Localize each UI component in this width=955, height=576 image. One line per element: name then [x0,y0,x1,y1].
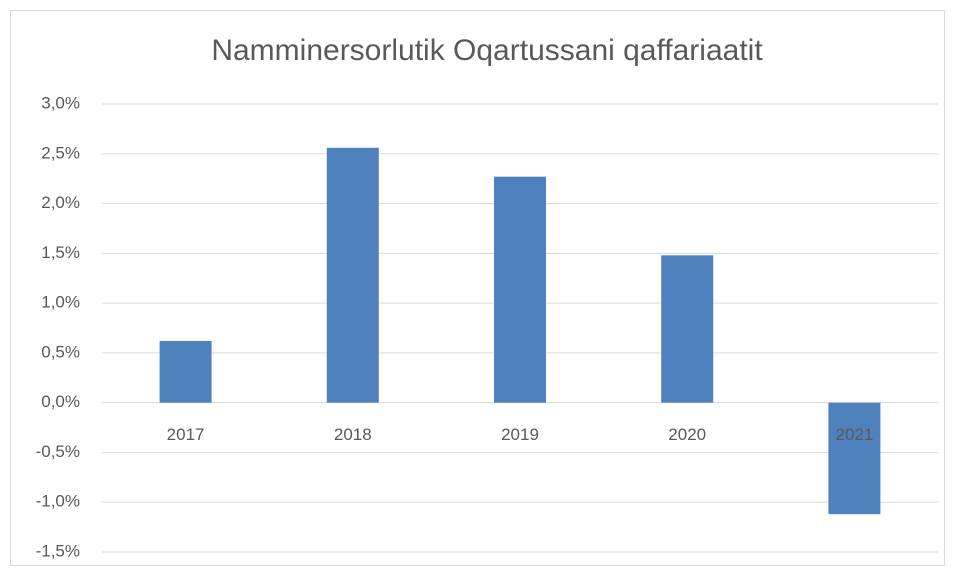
y-tick-label: 2,0% [41,193,80,212]
chart-title: Namminersorlutik Oqartussani qaffariaati… [211,34,763,67]
y-tick-label: 0,5% [41,342,80,361]
y-tick-label: 1,0% [41,293,80,312]
bar [326,147,379,403]
bar [159,340,212,403]
bar [494,176,546,403]
x-tick-label: 2020 [668,425,706,444]
bar [828,402,881,515]
y-tick-label: -0,5% [36,442,80,461]
y-tick-label: 2,5% [41,143,80,162]
y-tick-label: 3,0% [41,93,80,112]
x-tick-label: 2017 [167,425,205,444]
y-tick-label: -1,0% [36,492,80,511]
y-tick-label: -1,5% [36,541,80,560]
x-tick-label: 2019 [501,425,539,444]
y-tick-label: 0,0% [41,392,80,411]
y-tick-label: 1,5% [41,243,80,262]
chart-frame [10,10,945,566]
x-tick-label: 2021 [835,425,873,444]
bar [661,255,714,403]
x-tick-label: 2018 [334,425,372,444]
